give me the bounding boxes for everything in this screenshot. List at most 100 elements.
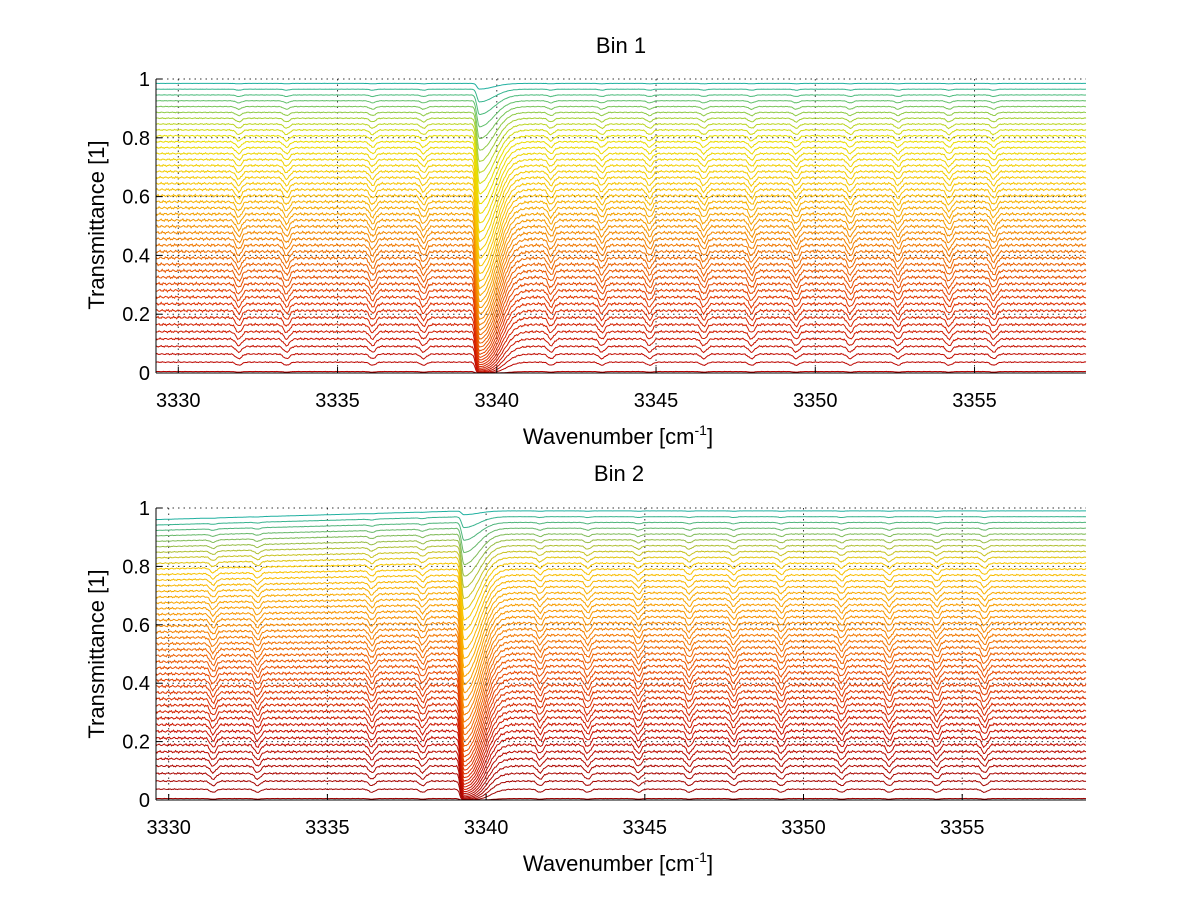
series-line-37 <box>156 561 1087 621</box>
series-line-43 <box>155 99 1087 128</box>
series-line-2 <box>155 788 1087 801</box>
series-line-36 <box>156 567 1087 631</box>
series-line-10 <box>155 301 1087 363</box>
series-line-20 <box>155 236 1087 326</box>
y-tick-label: 0.8 <box>122 556 150 578</box>
series-line-5 <box>155 764 1087 799</box>
series-line-24 <box>155 211 1087 303</box>
series-line-46 <box>156 510 1086 521</box>
y-tick-label: 0.2 <box>122 732 150 754</box>
series-line-18 <box>155 248 1087 336</box>
series-line-41 <box>155 111 1087 151</box>
series-line-15 <box>155 268 1087 348</box>
series-line-28 <box>155 614 1087 701</box>
series-line-29 <box>155 608 1087 694</box>
series-line-17 <box>155 682 1087 767</box>
x-tick-label: 3330 <box>156 390 201 412</box>
y-tick-label: 0 <box>139 790 150 812</box>
series-line-17 <box>155 255 1087 340</box>
series-line-35 <box>155 573 1087 641</box>
series-line-32 <box>155 591 1087 668</box>
y-tick-label: 0.6 <box>122 615 150 637</box>
series-line-2 <box>155 361 1087 374</box>
series-line-45 <box>155 516 1086 529</box>
series-line-34 <box>155 151 1087 224</box>
series-line-36 <box>155 140 1087 205</box>
series-line-40 <box>155 544 1087 589</box>
series-line-14 <box>155 274 1087 352</box>
series-line-14 <box>155 701 1087 779</box>
series-line-9 <box>155 308 1087 366</box>
series-line-10 <box>155 728 1087 791</box>
series-line-34 <box>155 579 1087 650</box>
series-line-23 <box>155 645 1087 736</box>
x-tick-label: 3345 <box>623 817 668 839</box>
series-line-30 <box>155 175 1087 259</box>
x-axis-label-sup: -1 <box>695 849 708 865</box>
x-tick-label: 3355 <box>940 817 985 839</box>
series-line-16 <box>155 261 1086 344</box>
series-line-5 <box>155 337 1087 372</box>
series-line-33 <box>155 585 1087 660</box>
series-line-3 <box>155 352 1087 374</box>
series-group <box>155 510 1087 801</box>
series-line-4 <box>155 771 1087 800</box>
series-line-35 <box>155 146 1087 214</box>
x-axis-label-main: Wavenumber [cm <box>523 851 695 876</box>
series-line-41 <box>156 538 1086 577</box>
series-line-8 <box>155 315 1087 368</box>
y-tick-label: 1 <box>139 69 150 91</box>
series-line-26 <box>155 626 1086 716</box>
x-tick-label: 3335 <box>315 390 360 412</box>
y-axis-label: Transmittance [1] <box>84 569 109 738</box>
series-line-39 <box>156 122 1087 174</box>
series-line-31 <box>155 169 1087 251</box>
series-line-42 <box>155 533 1087 566</box>
x-axis-label-tail: ] <box>707 851 713 876</box>
series-line-15 <box>155 695 1087 775</box>
series-line-1 <box>156 797 1087 801</box>
y-axis-label: Transmittance [1] <box>84 140 109 309</box>
series-line-21 <box>155 657 1087 748</box>
series-line-4 <box>155 344 1087 373</box>
series-line-37 <box>155 134 1087 195</box>
series-line-28 <box>155 187 1087 274</box>
series-line-13 <box>155 281 1087 355</box>
x-tick-label: 3340 <box>464 817 509 839</box>
series-line-27 <box>155 193 1087 283</box>
series-line-13 <box>155 708 1087 782</box>
series-line-7 <box>155 322 1087 369</box>
y-tick-label: 0.4 <box>122 245 150 267</box>
series-line-42 <box>155 105 1087 140</box>
series-line-43 <box>155 527 1086 554</box>
series-line-23 <box>155 217 1087 309</box>
series-line-11 <box>155 721 1087 788</box>
series-line-20 <box>155 663 1087 753</box>
series-line-22 <box>155 651 1087 741</box>
series-group <box>155 82 1087 374</box>
x-axis-label-tail: ] <box>707 424 713 449</box>
series-line-45 <box>156 88 1087 103</box>
series-line-25 <box>155 205 1087 296</box>
series-line-11 <box>155 294 1087 361</box>
y-tick-label: 0.2 <box>122 304 150 326</box>
series-line-26 <box>155 199 1087 290</box>
chart-title: Bin 1 <box>596 33 646 58</box>
series-line-6 <box>155 329 1087 371</box>
chart-bin-1: Bin 1 Transmittance [1] Wavenumber [cm-1… <box>84 33 1087 449</box>
series-line-29 <box>155 181 1087 267</box>
x-tick-label: 3340 <box>475 390 520 412</box>
series-line-38 <box>155 128 1087 184</box>
x-axis-label-sup: -1 <box>695 422 708 438</box>
series-line-8 <box>155 742 1087 795</box>
chart-bin-2: Bin 2 Transmittance [1] Wavenumber [cm-1… <box>84 461 1087 876</box>
x-axis-label: Wavenumber [cm-1] <box>523 422 713 449</box>
series-line-19 <box>155 669 1087 758</box>
series-line-12 <box>155 287 1087 358</box>
series-line-16 <box>155 688 1087 771</box>
series-line-19 <box>155 242 1087 331</box>
series-line-32 <box>155 163 1087 243</box>
series-line-3 <box>155 779 1087 800</box>
series-line-27 <box>155 620 1087 709</box>
